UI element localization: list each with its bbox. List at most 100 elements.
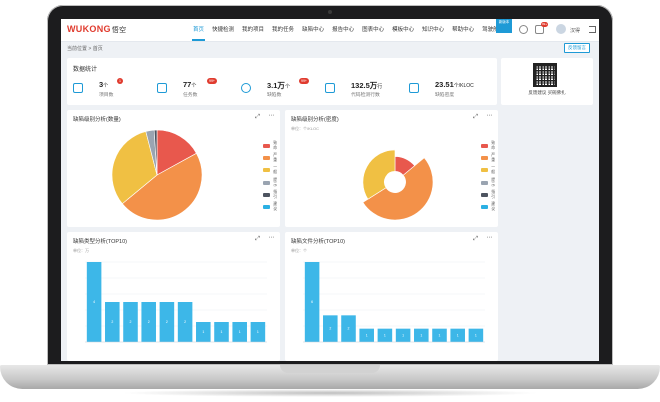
pie-slice-1[interactable] <box>121 152 203 221</box>
more-icon[interactable]: ··· <box>486 112 493 119</box>
nav-cockpit[interactable]: 驾驶舱 <box>482 27 499 33</box>
feedback-button[interactable]: 反馈留言 <box>564 43 590 53</box>
bar-5[interactable] <box>395 328 411 342</box>
panel-unit: 单位：万 <box>73 248 89 253</box>
stat-number: 3 <box>99 80 104 89</box>
stat-tasks[interactable]: 77个 99+ 任务数 <box>157 78 247 100</box>
more-icon[interactable]: ··· <box>268 112 275 119</box>
bar-0[interactable] <box>86 262 102 342</box>
bar-6[interactable] <box>196 322 211 342</box>
nav-template-center[interactable]: 模板中心 <box>392 27 415 33</box>
stat-label: 代码检测行数 <box>351 93 380 98</box>
bar-data-label: 2 <box>111 320 113 324</box>
pie-slice-0[interactable] <box>156 129 197 176</box>
nav-my-projects[interactable]: 我的项目 <box>242 27 265 33</box>
camera-icon <box>328 10 332 14</box>
legend-label: 提示 <box>491 177 495 187</box>
expand-icon[interactable]: ⤢ <box>255 114 260 120</box>
laptop-base <box>0 365 660 389</box>
bar-3[interactable] <box>141 302 156 342</box>
bar-chart-type: 4 2 2 2 2 2 1 1 1 1 <box>85 261 267 343</box>
nav-defect-center[interactable]: 缺陷中心 <box>302 27 325 33</box>
stat-density[interactable]: 23.51个/KLOC 缺陷密度 <box>409 80 499 100</box>
legend-item[interactable]: 严重 <box>481 152 498 164</box>
legend-swatch <box>263 180 271 185</box>
message-badge: 99+ <box>541 22 549 27</box>
bar-8[interactable] <box>232 322 247 342</box>
bar-data-label: 1 <box>221 330 223 334</box>
bar-1[interactable] <box>323 315 338 342</box>
legend-item[interactable]: 严重 <box>263 152 280 164</box>
legend-label: 指引 <box>273 189 277 199</box>
bar-data-label: 2 <box>148 320 150 324</box>
new-version-flag[interactable]: 新版本 <box>496 19 512 33</box>
expand-icon[interactable]: ⤢ <box>473 236 478 242</box>
bar-5[interactable] <box>177 302 193 342</box>
bar-0[interactable] <box>304 262 320 342</box>
bar-3[interactable] <box>359 328 374 342</box>
legend-item[interactable]: 一般 <box>481 164 498 176</box>
laptop-shadow <box>120 389 540 397</box>
pie-slice-2[interactable] <box>362 149 396 200</box>
stat-label: 项目数 <box>99 93 114 98</box>
legend-item[interactable]: 建议 <box>481 201 498 213</box>
bar-4[interactable] <box>159 302 175 342</box>
legend-label: 一般 <box>491 165 495 175</box>
user-name[interactable]: 汉得 <box>570 28 581 34</box>
panel-defect-type-top10: 缺陷类型分析(TOP10) 单位：万 ⤢ ··· 4 2 2 2 2 2 1 1 1 1 <box>67 232 280 361</box>
logout-icon[interactable] <box>589 26 596 33</box>
bar-data-label: 1 <box>384 333 386 337</box>
legend-swatch <box>263 205 271 210</box>
stat-number: 3.1万 <box>267 81 285 90</box>
bar-4[interactable] <box>377 328 393 342</box>
legend-item[interactable]: 提示 <box>481 177 498 189</box>
stat-label: 缺陷数 <box>267 93 282 98</box>
bar-chart-file: 6 2 2 1 1 1 1 1 1 1 <box>303 261 485 343</box>
nav-knowledge-center[interactable]: 知识中心 <box>422 27 445 33</box>
nav-chart-center[interactable]: 图表中心 <box>362 27 385 33</box>
avatar[interactable] <box>556 24 566 34</box>
bar-8[interactable] <box>450 328 465 342</box>
bar-data-label: 2 <box>329 327 331 331</box>
legend-item[interactable]: 指引 <box>263 189 280 201</box>
qr-code[interactable] <box>533 63 557 87</box>
panel-title: 缺陷级别分析(密度) <box>291 117 339 123</box>
legend-item[interactable]: 一般 <box>263 164 280 176</box>
bar-1[interactable] <box>105 302 120 342</box>
bar-9[interactable] <box>468 328 484 342</box>
nav-quick-check[interactable]: 快捷检测 <box>212 27 235 33</box>
legend-item[interactable]: 指引 <box>481 189 498 201</box>
stat-projects[interactable]: 3个 1 项目数 <box>73 78 163 100</box>
stat-defects[interactable]: 3.1万个 99+ 缺陷数 <box>241 78 331 100</box>
stat-unit: 个 <box>191 83 197 89</box>
nav-report-center[interactable]: 报告中心 <box>332 27 355 33</box>
pie-slice-4[interactable] <box>153 129 158 176</box>
nav-my-tasks[interactable]: 我的任务 <box>272 27 295 33</box>
bar-2[interactable] <box>123 302 138 342</box>
more-icon[interactable]: ··· <box>268 234 275 241</box>
bar-7[interactable] <box>214 322 229 342</box>
laptop-frame: WUKONG悟空 首页 快捷检测 我的项目 我的任务 缺陷中心 报告中心 图表中… <box>47 5 613 365</box>
legend-item[interactable]: 致命 <box>481 140 498 152</box>
nav-help-center[interactable]: 帮助中心 <box>452 27 475 33</box>
legend-swatch <box>481 205 489 210</box>
bar-9[interactable] <box>250 322 266 342</box>
bar-2[interactable] <box>341 315 356 342</box>
pie-slice-2[interactable] <box>111 131 158 205</box>
message-icon[interactable] <box>535 25 544 34</box>
more-icon[interactable]: ··· <box>486 234 493 241</box>
expand-icon[interactable]: ⤢ <box>255 236 260 242</box>
laptop-notch <box>280 365 380 373</box>
nav-home[interactable]: 首页 <box>189 19 208 41</box>
pie-slice-1[interactable] <box>362 157 434 221</box>
expand-icon[interactable]: ⤢ <box>473 114 478 120</box>
legend-item[interactable]: 提示 <box>263 177 280 189</box>
app-logo[interactable]: WUKONG悟空 <box>67 24 126 35</box>
legend-item[interactable]: 建议 <box>263 201 280 213</box>
bar-6[interactable] <box>414 328 429 342</box>
legend-item[interactable]: 致命 <box>263 140 280 152</box>
legend-label: 一般 <box>273 165 277 175</box>
help-icon[interactable] <box>519 25 528 34</box>
bar-7[interactable] <box>432 328 447 342</box>
stat-code-lines[interactable]: 132.5万行 代码检测行数 <box>325 80 415 100</box>
